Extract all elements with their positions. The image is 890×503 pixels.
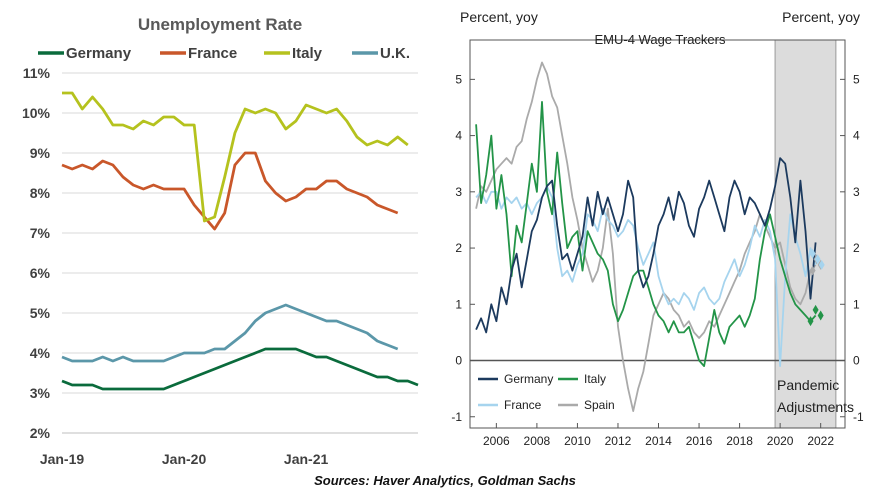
left-chart-title: Unemployment Rate	[138, 15, 302, 34]
marker-france	[818, 259, 825, 270]
series-line-u-k	[61, 303, 399, 363]
marker-spain	[809, 265, 816, 276]
y-tick-label-left: 1	[455, 297, 462, 311]
y-tick-label-left: 4	[455, 129, 462, 143]
y-tick-label-right: -1	[853, 410, 864, 424]
x-tick-label: 2006	[483, 434, 510, 448]
x-tick-label: 2014	[645, 434, 672, 448]
y-tick-label-right: 5	[853, 72, 860, 86]
y-tick-label: 9%	[30, 145, 51, 161]
legend-label: Germany	[66, 45, 132, 62]
series-line-italy	[62, 91, 409, 223]
legend-item-germany: Germany	[478, 372, 553, 386]
legend-label: Italy	[292, 45, 323, 62]
legend-item-france: France	[160, 45, 237, 62]
right-chart-title: EMU-4 Wage Trackers	[595, 32, 726, 47]
y-tick-label-left: 3	[455, 185, 462, 199]
legend-item-italy: Italy	[558, 372, 606, 386]
sources-note: Sources: Haver Analytics, Goldman Sachs	[314, 473, 576, 488]
y-tick-label-left: -1	[451, 410, 462, 424]
marker-france	[814, 254, 821, 265]
series-line-spain	[475, 61, 817, 413]
x-tick-label: 2016	[686, 434, 713, 448]
marker-italy	[817, 310, 824, 321]
legend-label: Spain	[584, 398, 615, 412]
y-tick-label: 10%	[22, 105, 51, 121]
series-line-germany	[475, 157, 817, 334]
pandemic-label-line2: Adjustments	[777, 399, 854, 415]
legend-label: U.K.	[380, 45, 410, 62]
emu4-wage-trackers-chart: EMU-4 Wage Trackers Percent, yoy Percent, …	[451, 9, 864, 448]
y-tick-label-left: 2	[455, 241, 462, 255]
unemployment-rate-chart: Unemployment Rate 2% 3% 4% 5% 6% 7% 8% 9% 10% 11% J…	[22, 15, 419, 467]
x-tick-label: Jan-21	[284, 451, 329, 467]
legend-item-spain: Spain	[558, 398, 615, 412]
x-tick-label: 2018	[726, 434, 753, 448]
x-tick-label: 2022	[807, 434, 834, 448]
marker-france	[809, 248, 816, 259]
left-axis-label: Percent, yoy	[460, 9, 538, 25]
y-tick-label: 3%	[30, 385, 51, 401]
y-tick-label-left: 5	[455, 72, 462, 86]
y-tick-label: 2%	[30, 425, 51, 441]
x-tick-label: 2012	[605, 434, 632, 448]
series-line-france	[61, 151, 399, 231]
y-tick-label: 7%	[30, 225, 51, 241]
legend-item-germany: Germany	[38, 45, 132, 62]
x-tick-label: Jan-19	[40, 451, 85, 467]
y-tick-label: 11%	[23, 65, 51, 81]
y-tick-label-right: 0	[853, 354, 860, 368]
y-tick-label-right: 4	[853, 129, 860, 143]
y-tick-label: 5%	[30, 305, 51, 321]
pandemic-label-line1: Pandemic	[777, 377, 839, 393]
series-line-germany	[61, 347, 419, 391]
y-tick-label-right: 1	[853, 297, 860, 311]
legend-item-italy: Italy	[264, 45, 323, 62]
legend-label: France	[504, 398, 542, 412]
y-tick-label-left: 0	[455, 354, 462, 368]
y-tick-label: 6%	[30, 265, 51, 281]
right-axis-label: Percent, yoy	[782, 9, 860, 25]
marker-italy	[812, 304, 819, 315]
x-tick-label: Jan-20	[162, 451, 207, 467]
legend-item-u-k: U.K.	[352, 45, 410, 62]
x-tick-label: 2010	[564, 434, 591, 448]
legend-label: Italy	[584, 372, 606, 386]
legend-item-france: France	[478, 398, 542, 412]
y-tick-label-right: 3	[853, 185, 860, 199]
series-line-italy	[475, 101, 817, 368]
y-tick-label-right: 2	[853, 241, 860, 255]
plot-frame	[469, 39, 846, 429]
marker-italy	[807, 316, 814, 327]
y-tick-label: 8%	[30, 185, 51, 201]
y-tick-label: 4%	[30, 345, 51, 361]
x-tick-label: 2020	[767, 434, 794, 448]
legend-label: France	[188, 45, 237, 62]
x-tick-label: 2008	[524, 434, 551, 448]
legend-label: Germany	[504, 372, 553, 386]
series-line-france	[475, 185, 817, 368]
